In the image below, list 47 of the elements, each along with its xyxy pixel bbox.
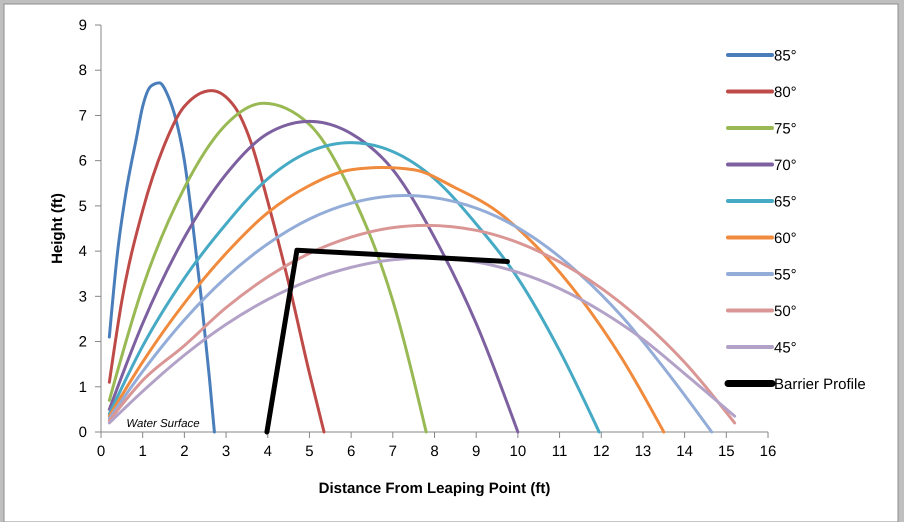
x-tick-label: 0	[96, 443, 106, 460]
legend-label: 70°	[774, 157, 797, 174]
x-tick-label: 8	[430, 443, 439, 460]
line-series	[108, 194, 714, 434]
x-tick-label: 16	[760, 443, 776, 460]
x-tick-label: 14	[676, 443, 693, 460]
legend-label: 60°	[774, 230, 797, 247]
y-tick-label: 5	[78, 198, 87, 215]
y-tick-label: 4	[78, 243, 87, 260]
legend-label: 80°	[774, 84, 797, 101]
legend-label: 45°	[774, 340, 797, 356]
line-series	[108, 89, 326, 434]
y-tick-label: 7	[78, 107, 87, 124]
x-tick-label: 13	[634, 443, 652, 460]
line-series	[108, 120, 520, 434]
line-series	[108, 166, 666, 434]
x-tick-label: 1	[138, 443, 147, 460]
x-tick-label: 11	[552, 443, 568, 460]
y-tick-label: 0	[78, 424, 87, 441]
y-tick-label: 1	[78, 378, 87, 396]
x-tick-label: 2	[180, 443, 189, 460]
x-tick-label: 6	[346, 443, 356, 460]
line-series	[108, 102, 428, 434]
y-tick-label: 8	[78, 62, 87, 80]
legend-label: Barrier Profile	[774, 376, 866, 393]
legend-label: 50°	[774, 303, 797, 320]
y-axis-title: Height (ft)	[49, 193, 66, 264]
x-tick-label: 9	[472, 443, 480, 460]
legend-label: 75°	[774, 120, 797, 138]
legend-label: 85°	[774, 48, 797, 64]
annotation: Water Surface	[126, 418, 200, 430]
legend-label: 55°	[774, 266, 797, 284]
line-series	[108, 141, 601, 434]
x-tick-label: 10	[510, 443, 526, 460]
legend-label: 65°	[774, 194, 797, 210]
y-tick-label: 3	[78, 288, 87, 306]
line-series	[108, 81, 216, 434]
x-tick-label: 5	[305, 443, 314, 460]
y-tick-label: 9	[78, 17, 87, 34]
x-axis-title: Distance From Leaping Point (ft)	[318, 480, 550, 497]
x-tick-label: 3	[222, 443, 230, 460]
x-tick-label: 12	[592, 443, 610, 460]
y-tick-label: 2	[78, 334, 87, 351]
y-tick-label: 6	[78, 152, 87, 170]
x-tick-label: 15	[718, 443, 735, 460]
x-tick-label: 7	[388, 443, 397, 460]
x-tick-label: 4	[264, 443, 272, 460]
